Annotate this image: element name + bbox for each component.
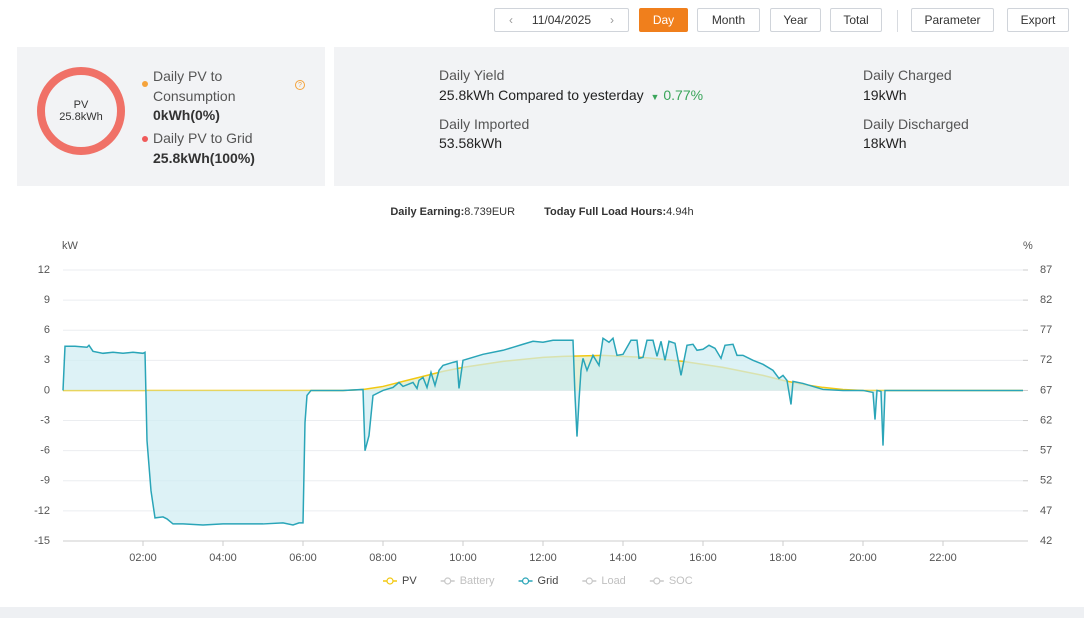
x-tick-label: 18:00 xyxy=(769,552,797,564)
y-tick-label: -12 xyxy=(34,505,50,517)
x-tick-label: 12:00 xyxy=(529,552,557,564)
y-tick-label: 6 xyxy=(44,324,50,336)
stat-value: 18kWh xyxy=(863,135,907,151)
item-label: Daily PV to Consumption xyxy=(153,68,236,104)
item-value: 0kWh(0%) xyxy=(153,107,220,123)
summary-card: PV 25.8kWh Daily PV to Consumption 0kWh(… xyxy=(17,47,325,186)
y-tick-label: -3 xyxy=(40,414,50,426)
x-tick-label: 02:00 xyxy=(129,552,157,564)
footer-strip xyxy=(0,607,1084,618)
y-tick-label: 3 xyxy=(44,354,50,366)
y2-tick-label: 52 xyxy=(1040,475,1052,487)
y2-tick-label: 47 xyxy=(1040,505,1052,517)
ring-value: 25.8kWh xyxy=(59,111,103,123)
hours-label: Today Full Load Hours: xyxy=(544,206,667,218)
stat-label: Daily Charged xyxy=(863,67,952,83)
action-button[interactable]: Parameter xyxy=(911,8,994,32)
x-tick-label: 22:00 xyxy=(929,552,957,564)
earnings-line: Daily Earning:8.739EUR Today Full Load H… xyxy=(0,206,1084,218)
stats-card: Daily Yield 25.8kWh Compared to yesterda… xyxy=(334,47,1069,186)
earning-value: 8.739EUR xyxy=(464,206,516,218)
date: 11/04/2025 xyxy=(531,13,592,27)
legend-dot xyxy=(142,136,148,142)
hours-value: 4.94h xyxy=(666,206,694,218)
stat-label: Daily Imported xyxy=(439,116,530,132)
stat-value-text: 25.8kWh Compared to yesterday xyxy=(439,87,644,103)
x-tick-label: 14:00 xyxy=(609,552,637,564)
y-tick-label: -6 xyxy=(40,445,50,457)
area-fill xyxy=(63,338,1023,525)
action-button[interactable]: Export xyxy=(1007,8,1069,32)
legend-marker xyxy=(521,577,530,585)
legend-marker xyxy=(386,577,394,585)
stat-value: 53.58kWh xyxy=(439,135,503,151)
y-tick-label: -9 xyxy=(40,475,50,487)
ring-label: PV xyxy=(73,99,89,111)
legend-label[interactable]: PV xyxy=(402,575,417,587)
period-button[interactable]: Month xyxy=(697,8,760,32)
stat-change: 0.77% xyxy=(663,87,704,103)
y-tick-label: 9 xyxy=(44,294,50,306)
down-arrow: ▼ xyxy=(650,92,660,102)
x-tick-label: 08:00 xyxy=(369,552,397,564)
y-tick-label: 0 xyxy=(44,384,50,396)
series-line xyxy=(62,336,1023,526)
y2-tick-label: 57 xyxy=(1040,445,1052,457)
legend-marker xyxy=(444,577,452,585)
stat-label: Daily Yield xyxy=(439,67,505,83)
x-tick-label: 06:00 xyxy=(289,552,317,564)
legend-dot xyxy=(142,81,148,87)
item-value: 25.8kWh(100%) xyxy=(153,150,255,166)
period-button[interactable]: Year xyxy=(770,8,821,32)
x-tick-label: 04:00 xyxy=(209,552,237,564)
y2-tick-label: 72 xyxy=(1040,354,1052,366)
stat-label: Daily Discharged xyxy=(863,116,969,132)
y2-tick-label: 77 xyxy=(1040,324,1052,336)
y2-tick-label: 67 xyxy=(1040,384,1052,396)
period-button[interactable]: Total xyxy=(830,8,882,32)
stat-value: 25.8kWh Compared to yesterday ▼ 0.77% xyxy=(439,87,703,103)
prev-icon[interactable]: ‹ xyxy=(509,13,513,27)
y-axis-unit: kW xyxy=(62,240,79,252)
earning-label: Daily Earning: xyxy=(390,206,465,218)
period-button[interactable]: Day xyxy=(639,8,688,32)
y-tick-label: -15 xyxy=(34,535,50,547)
y2-axis-unit: % xyxy=(1023,240,1033,252)
x-tick-label: 20:00 xyxy=(849,552,877,564)
legend-label[interactable]: Grid xyxy=(538,575,559,587)
legend-label[interactable]: Battery xyxy=(460,575,495,587)
separator xyxy=(897,10,898,32)
item-label: Daily PV to Grid xyxy=(153,130,253,146)
y2-tick-label: 62 xyxy=(1040,414,1052,426)
date-picker[interactable]: ‹ 11/04/2025 › xyxy=(494,8,629,32)
legend-marker xyxy=(585,577,593,585)
y-tick-label: 12 xyxy=(38,264,50,276)
legend-marker xyxy=(653,577,661,585)
x-tick-label: 16:00 xyxy=(689,552,717,564)
next-icon[interactable]: › xyxy=(609,13,614,27)
stat-value: 19kWh xyxy=(863,87,907,103)
pv-ring: PV 25.8kWh xyxy=(37,67,125,155)
y2-tick-label: 42 xyxy=(1040,535,1052,547)
info-icon[interactable]: ? xyxy=(295,80,305,90)
y2-tick-label: 82 xyxy=(1040,294,1052,306)
x-tick-label: 10:00 xyxy=(449,552,477,564)
legend-label[interactable]: Load xyxy=(601,575,625,587)
y2-tick-label: 87 xyxy=(1040,264,1052,276)
legend-label[interactable]: SOC xyxy=(669,575,693,587)
